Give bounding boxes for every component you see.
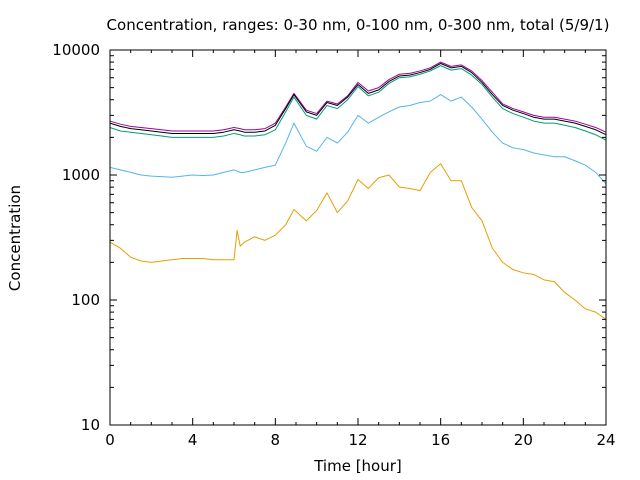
x-tick-label: 24: [596, 431, 615, 449]
y-axis-label: Concentration: [6, 185, 24, 291]
y-tick-label: 10: [81, 416, 100, 434]
x-tick-label: 8: [271, 431, 281, 449]
y-axis-ticks: 10 100 1000 10000: [52, 41, 606, 434]
x-tick-label: 20: [514, 431, 533, 449]
series-line-2: [109, 62, 607, 136]
y-tick-label: 10000: [52, 41, 100, 59]
x-tick-label: 4: [188, 431, 198, 449]
x-tick-label: 12: [348, 431, 367, 449]
x-tick-label: 0: [105, 431, 115, 449]
x-axis-label: Time [hour]: [313, 457, 402, 475]
x-axis-ticks: 0 4 8 12 16 20 24: [105, 50, 616, 449]
series-line-3: [109, 65, 607, 141]
chart-title: Concentration, ranges: 0-30 nm, 0-100 nm…: [107, 16, 610, 34]
y-tick-label: 1000: [62, 166, 100, 184]
series-line-1: [109, 61, 607, 133]
series-group: [109, 61, 607, 320]
series-line-5: [109, 163, 607, 320]
x-tick-label: 16: [431, 431, 450, 449]
y-tick-label: 100: [71, 291, 100, 309]
series-line-4: [109, 94, 607, 185]
